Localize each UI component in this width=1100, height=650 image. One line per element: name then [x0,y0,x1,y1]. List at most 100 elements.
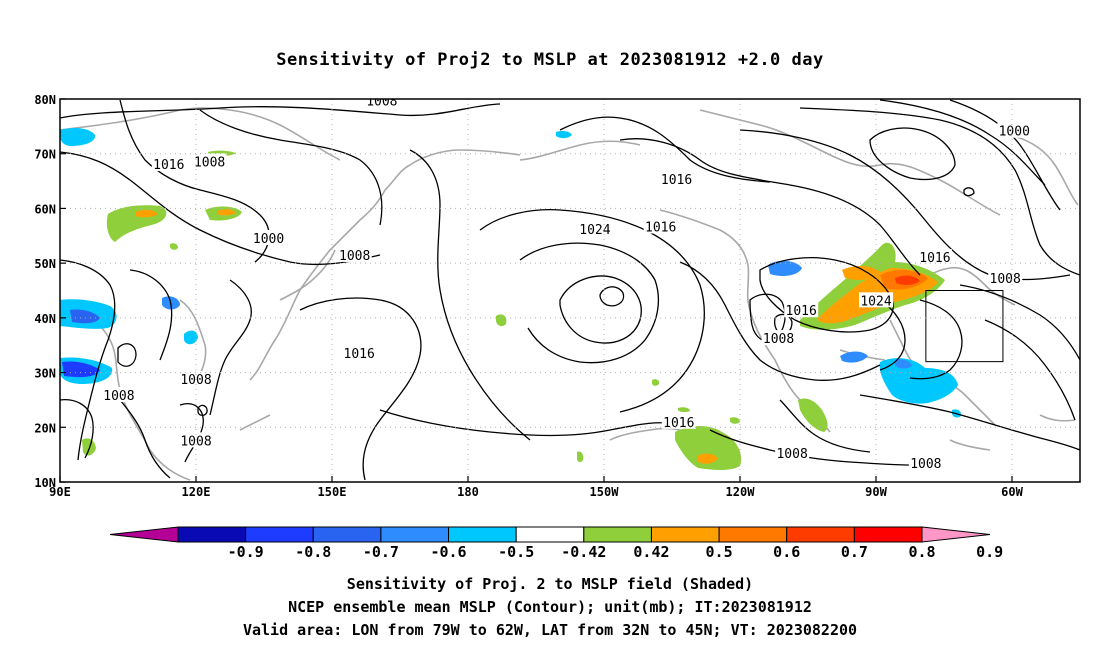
tick-label-lon: 150W [590,485,620,499]
valid-area-box [925,290,1004,363]
contour-label-bg [251,229,286,245]
colorbar-label: -0.5 [498,543,534,561]
shade-blob [842,266,880,280]
shade-blob [895,275,920,286]
contour-label: 1008 [366,95,397,110]
shade-blob [70,309,100,324]
shade-blob [170,243,178,250]
colorbar-segment [718,526,788,543]
colorbar-segment [245,526,314,543]
tick-label-lat: 80N [34,93,56,107]
contour-labels: 1008 1000 1016 1008 1016 1024 1016 1000 1008 1016… [101,95,1032,472]
contour-label-bg [988,269,1023,285]
contour-label-bg [997,122,1032,138]
tick-label-lat: 60N [34,202,56,216]
colorbar-label: 0.42 [633,543,669,561]
axis-labels: 90E 120E 150E 180 150W 120W 90W 60W 80N 70N 60N 50N… [34,93,1023,499]
colorbar-high-arrow [921,526,991,543]
colorbar-segment [786,526,855,543]
shade-blob [62,361,100,378]
colorbar-label: -0.42 [561,543,606,561]
shade-blob [798,398,828,432]
map-frame [59,98,1081,483]
colorbar-segment [853,526,923,543]
tick-label-lon: 120W [726,485,756,499]
shade-blob [840,351,868,363]
tick-label-lat: 30N [34,367,56,381]
tick-label-lon: 150E [318,485,347,499]
shade-blob [895,359,912,369]
tick-label-lon: 120E [182,485,211,499]
shade-blob [879,358,958,404]
colorbar: -0.9 -0.8 -0.7 -0.6 -0.5 -0.42 0.42 0.5 0.6 0.7 0.… [109,526,1003,561]
contour-label: 1008 [339,249,370,264]
colorbar-label: 0.5 [706,543,733,561]
tick-label-lat: 20N [34,421,56,435]
shade-blob [82,438,96,456]
contour-label-bg [661,413,696,429]
contour-label: 1016 [786,304,817,319]
page-title: Sensitivity of Proj2 to MSLP at 20230819… [276,50,824,70]
colorbar-label: -0.6 [430,543,466,561]
shade-blob [106,205,167,242]
shade-blob [60,127,96,146]
contour-label-bg [917,249,952,265]
contour-label: 1016 [661,173,692,188]
contour-label: 1024 [579,223,610,238]
shade-blob [135,209,158,218]
shade-blob [768,260,802,276]
contour-label: 1008 [776,447,807,462]
tick-label-lat: 40N [34,312,56,326]
tick-label-lat: 50N [34,257,56,271]
caption-line-3: Valid area: LON from 79W to 62W, LAT fro… [242,621,858,639]
shade-blob [652,379,660,386]
contour-label-bg [775,445,810,461]
sensitivity-shading [60,127,962,470]
contour-label: 1008 [180,434,211,449]
colorbar-segment [515,526,585,543]
contour-label: 1008 [103,389,134,404]
contour-label: 1016 [645,220,676,235]
tick-label-lat: 70N [34,148,56,162]
contour-label: 1000 [253,232,284,247]
contour-label-bg [101,387,136,403]
shade-blob [556,131,572,139]
contour-label: 1000 [999,125,1030,140]
colorbar-segment [177,526,247,543]
colorbar-segment [650,526,720,543]
contour-label: 1016 [344,347,375,362]
colorbar-label: -0.9 [228,543,264,561]
contour-label-bg [192,153,227,169]
map-gridlines [60,99,1080,482]
colorbar-segment [448,526,517,543]
contour-label: 1016 [919,251,950,266]
contour-label: 1024 [860,294,891,309]
contour-label: 1016 [663,416,694,431]
colorbar-label: 0.7 [841,543,868,561]
colorbar-low-arrow [109,526,179,543]
colorbar-segment [312,526,382,543]
contour-label-bg [179,371,213,387]
contour-label-bg [151,156,186,172]
shade-blob [496,314,507,327]
contour-label: 1008 [990,272,1021,287]
contour-label-bg [342,344,377,360]
colorbar-label: 0.9 [976,543,1003,561]
shade-blob [184,330,198,345]
caption-line-1: Sensitivity of Proj. 2 to MSLP field (Sh… [346,575,754,593]
colorbar-label: 0.8 [908,543,935,561]
tick-label-lat: 10N [34,476,56,490]
tick-label-lon: 180 [457,485,479,499]
contour-label-bg [577,221,612,237]
colorbar-label: -0.7 [363,543,399,561]
tick-label-lon: 60W [1001,485,1023,499]
tick-label-lon: 90W [865,485,887,499]
contour-label: 1008 [180,373,211,388]
contour-label-bg [364,99,399,108]
shade-blob [218,209,236,216]
shade-blob [697,453,718,464]
contour-label-bg [659,170,694,186]
colorbar-label: -0.8 [295,543,331,561]
